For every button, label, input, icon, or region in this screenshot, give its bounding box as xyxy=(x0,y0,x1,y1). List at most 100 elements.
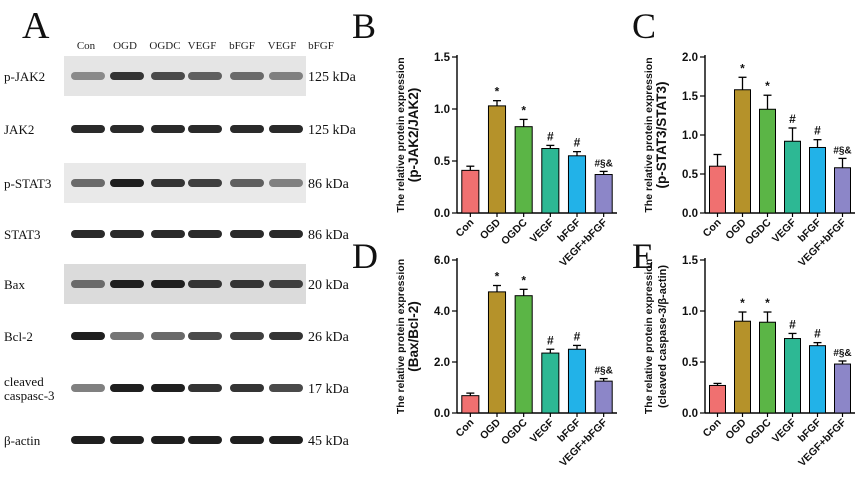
protein-name: Bcl-2 xyxy=(4,329,33,344)
blot-band xyxy=(71,332,105,340)
panel-a-letter: A xyxy=(22,5,50,47)
bar xyxy=(709,384,726,414)
lane-label: Con xyxy=(77,40,96,52)
y-tick-label: 1.0 xyxy=(434,104,450,116)
blot-band xyxy=(230,230,264,238)
blot-band xyxy=(110,384,144,392)
blot-band xyxy=(151,280,185,288)
molecular-weight: 86 kDa xyxy=(308,177,350,192)
panel-letter: D xyxy=(352,236,378,276)
bar xyxy=(594,380,613,414)
x-tick-label: OGDC xyxy=(499,216,530,247)
bar xyxy=(594,174,613,214)
y-tick-label: 1.5 xyxy=(682,91,699,103)
significance-mark: #§& xyxy=(594,366,612,377)
bar xyxy=(809,345,826,414)
blot-band xyxy=(110,125,144,133)
blot-band xyxy=(269,436,303,444)
blot-band xyxy=(110,72,144,80)
blot-band xyxy=(269,384,303,392)
bar xyxy=(567,348,587,414)
protein-name: p-JAK2 xyxy=(4,69,45,84)
chart-e: E 0.0 0.5 1.0 1.5 The relative protein expres… xyxy=(632,236,855,469)
blot-band xyxy=(230,384,264,392)
blot-band xyxy=(230,179,264,187)
y-tick-label: 0.0 xyxy=(682,208,698,220)
blot-band xyxy=(269,179,303,187)
blot-band xyxy=(71,230,105,238)
significance-mark: * xyxy=(521,103,526,117)
bar xyxy=(461,395,480,414)
x-tick-label: OGDC xyxy=(743,216,774,247)
molecular-weight: 20 kDa xyxy=(308,278,350,293)
blot-band xyxy=(230,436,264,444)
blot-band xyxy=(71,384,105,392)
protein-name: Bax xyxy=(4,277,25,292)
blot-band xyxy=(71,280,105,288)
y-axis-label: The relative protein expression xyxy=(643,57,655,212)
bar xyxy=(834,167,851,214)
bar xyxy=(759,321,776,414)
bar-charts: B 0.0 0.5 1.0 1.5 The relative protein expres… xyxy=(352,6,855,469)
bar xyxy=(784,140,801,214)
x-tick-label: VEGF xyxy=(770,416,799,445)
blot-band xyxy=(71,72,105,80)
y-axis-label: The relative protein expression xyxy=(395,259,407,414)
x-tick-label: Con xyxy=(701,417,724,440)
y-axis-sublabel: (Bax/Bcl-2) xyxy=(406,301,421,372)
significance-mark: # xyxy=(547,333,554,347)
significance-mark: # xyxy=(547,129,554,143)
molecular-weight: 125 kDa xyxy=(308,70,357,85)
lane-label: bFGF xyxy=(229,40,255,52)
chart-c: C 0.0 0.5 1.0 1.5 2.0 The relative protein exp… xyxy=(632,6,855,269)
bar xyxy=(709,165,726,214)
blot-band xyxy=(230,280,264,288)
y-tick-label: 2.0 xyxy=(682,52,698,64)
significance-mark: * xyxy=(495,270,500,284)
x-tick-label: VEGF xyxy=(528,416,557,445)
blot-band xyxy=(269,125,303,133)
blot-band xyxy=(188,436,222,444)
y-tick-label: 0.0 xyxy=(434,408,450,420)
blot-band xyxy=(71,125,105,133)
y-tick-label: 1.5 xyxy=(682,255,699,267)
protein-name: p-STAT3 xyxy=(4,176,51,191)
blot-band xyxy=(269,332,303,340)
blot-band xyxy=(230,125,264,133)
y-tick-label: 0.5 xyxy=(682,169,699,181)
blot-band xyxy=(71,179,105,187)
blot-row: Bcl-2 26 kDa xyxy=(4,316,350,356)
protein-name: cleaved xyxy=(4,374,44,389)
significance-mark: # xyxy=(789,112,796,126)
significance-mark: #§& xyxy=(594,158,612,169)
blot-band xyxy=(269,72,303,80)
y-tick-label: 6.0 xyxy=(434,255,450,267)
blot-band xyxy=(188,280,222,288)
y-tick-label: 0.0 xyxy=(434,208,450,220)
significance-mark: * xyxy=(521,273,526,287)
molecular-weight: 26 kDa xyxy=(308,330,350,345)
blot-band xyxy=(188,125,222,133)
bar xyxy=(514,126,533,214)
significance-mark: * xyxy=(740,61,745,75)
lane-label: VEGF xyxy=(268,40,297,52)
blot-band xyxy=(110,332,144,340)
bar xyxy=(541,148,560,214)
blot-band xyxy=(151,125,185,133)
panel-letter: C xyxy=(632,6,656,46)
blot-band xyxy=(188,230,222,238)
x-tick-label: VEGF xyxy=(528,216,557,245)
blot-band xyxy=(230,332,264,340)
blot-band xyxy=(71,436,105,444)
bar xyxy=(514,295,533,414)
molecular-weight: 45 kDa xyxy=(308,434,350,449)
blot-row: β-actin 45 kDa xyxy=(4,420,350,460)
y-axis-label: The relative protein expression xyxy=(643,259,655,414)
lane-label: bFGF xyxy=(308,40,334,52)
significance-mark: #§& xyxy=(833,348,851,359)
y-axis-sublabel: (p-STAT3/STAT3) xyxy=(654,82,669,189)
molecular-weight: 86 kDa xyxy=(308,228,350,243)
bar xyxy=(487,291,507,414)
blot-row: JAK2 125 kDa xyxy=(4,109,357,149)
blot-band xyxy=(110,230,144,238)
